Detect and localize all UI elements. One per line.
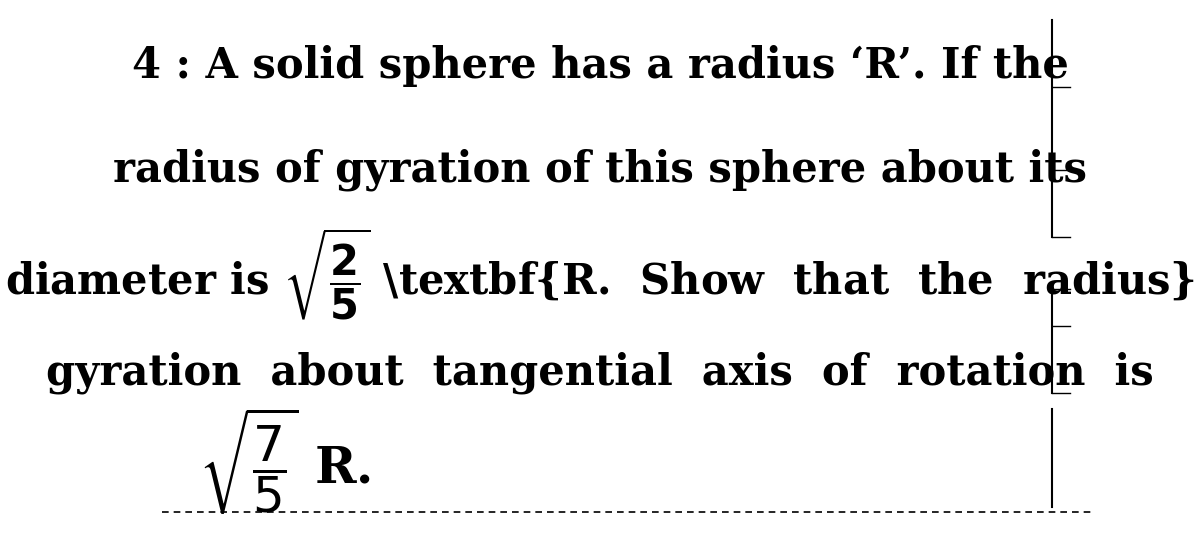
Text: gyration  about  tangential  axis  of  rotation  is: gyration about tangential axis of rotati… xyxy=(46,351,1154,393)
Text: 4 : A solid sphere has a radius ‘R’. If the: 4 : A solid sphere has a radius ‘R’. If … xyxy=(132,45,1068,87)
Text: radius of gyration of this sphere about its: radius of gyration of this sphere about … xyxy=(113,149,1087,191)
Text: diameter is $\mathbf{\sqrt{\dfrac{2}{5}}}$ \textbf{R.  Show  that  the  radius}: diameter is $\mathbf{\sqrt{\dfrac{2}{5}}… xyxy=(5,226,1195,321)
Text: $\sqrt{\dfrac{7}{5}}$ R.: $\sqrt{\dfrac{7}{5}}$ R. xyxy=(199,405,371,516)
